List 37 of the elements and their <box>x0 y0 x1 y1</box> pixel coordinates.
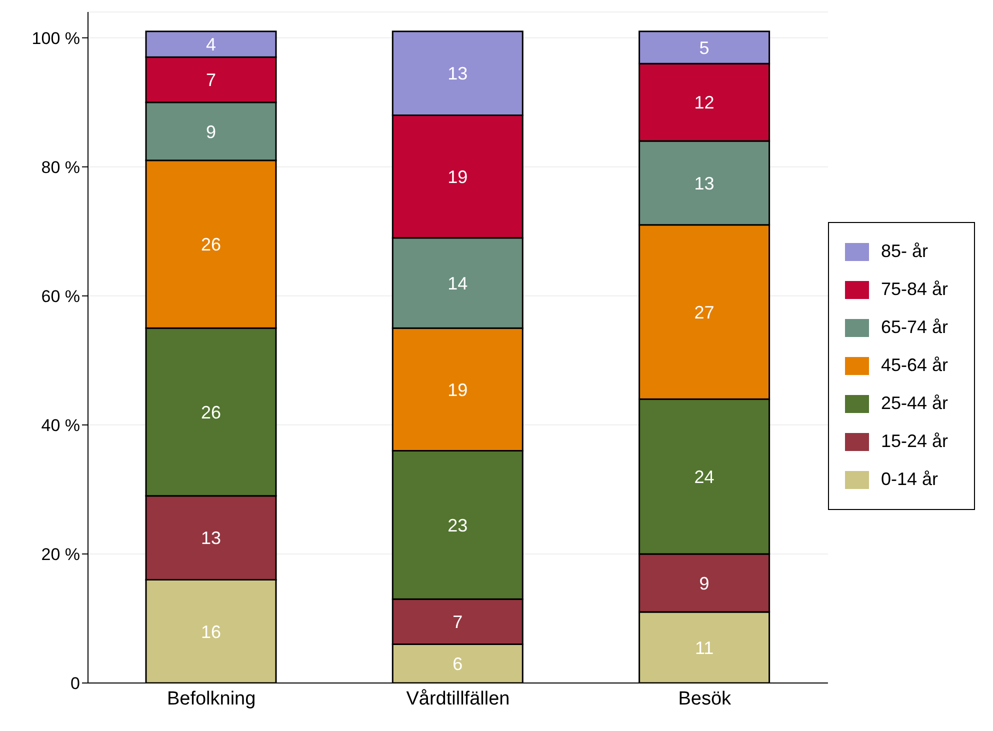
legend-label: 25-44 år <box>880 392 948 412</box>
data-label: 19 <box>448 166 468 187</box>
y-tick-label: 20 % <box>41 544 80 564</box>
data-label: 13 <box>694 173 714 194</box>
legend-label: 45-64 år <box>880 354 948 374</box>
data-label: 27 <box>694 302 714 322</box>
data-label: 13 <box>448 64 468 84</box>
data-label: 5 <box>699 38 710 58</box>
legend-label: 75-84 år <box>880 278 948 298</box>
data-label: 26 <box>200 234 222 255</box>
x-tick-label: Besök <box>678 688 732 710</box>
data-label: 7 <box>452 612 463 632</box>
y-tick-label: 60 % <box>41 286 80 306</box>
data-label: 7 <box>206 70 216 90</box>
data-label: 13 <box>200 528 222 548</box>
data-label: 9 <box>206 122 216 142</box>
y-tick-label: 40 % <box>41 416 80 435</box>
legend-label: 65-74 år <box>880 316 948 336</box>
legend-label: 85- år <box>880 240 928 260</box>
legend-label: 15-24 år <box>880 430 948 450</box>
data-label: 12 <box>694 92 714 113</box>
data-label: 16 <box>200 622 222 642</box>
x-tick-label: Befolkning <box>166 688 256 710</box>
data-label: 6 <box>452 654 463 674</box>
data-label: 19 <box>448 380 468 400</box>
data-label: 23 <box>448 515 468 536</box>
data-label: 4 <box>206 34 216 55</box>
y-tick-label: 0 <box>70 674 80 694</box>
data-label: 11 <box>694 638 714 658</box>
data-label: 14 <box>448 273 468 294</box>
data-label: 24 <box>694 466 714 487</box>
x-tick-label: Vårdtillfällen <box>406 688 510 710</box>
legend-label: 0-14 år <box>880 468 938 488</box>
y-tick-label: 80 % <box>41 158 80 177</box>
data-label: 9 <box>699 573 710 594</box>
y-tick-label: 100 % <box>32 28 80 48</box>
data-label: 26 <box>200 402 222 422</box>
